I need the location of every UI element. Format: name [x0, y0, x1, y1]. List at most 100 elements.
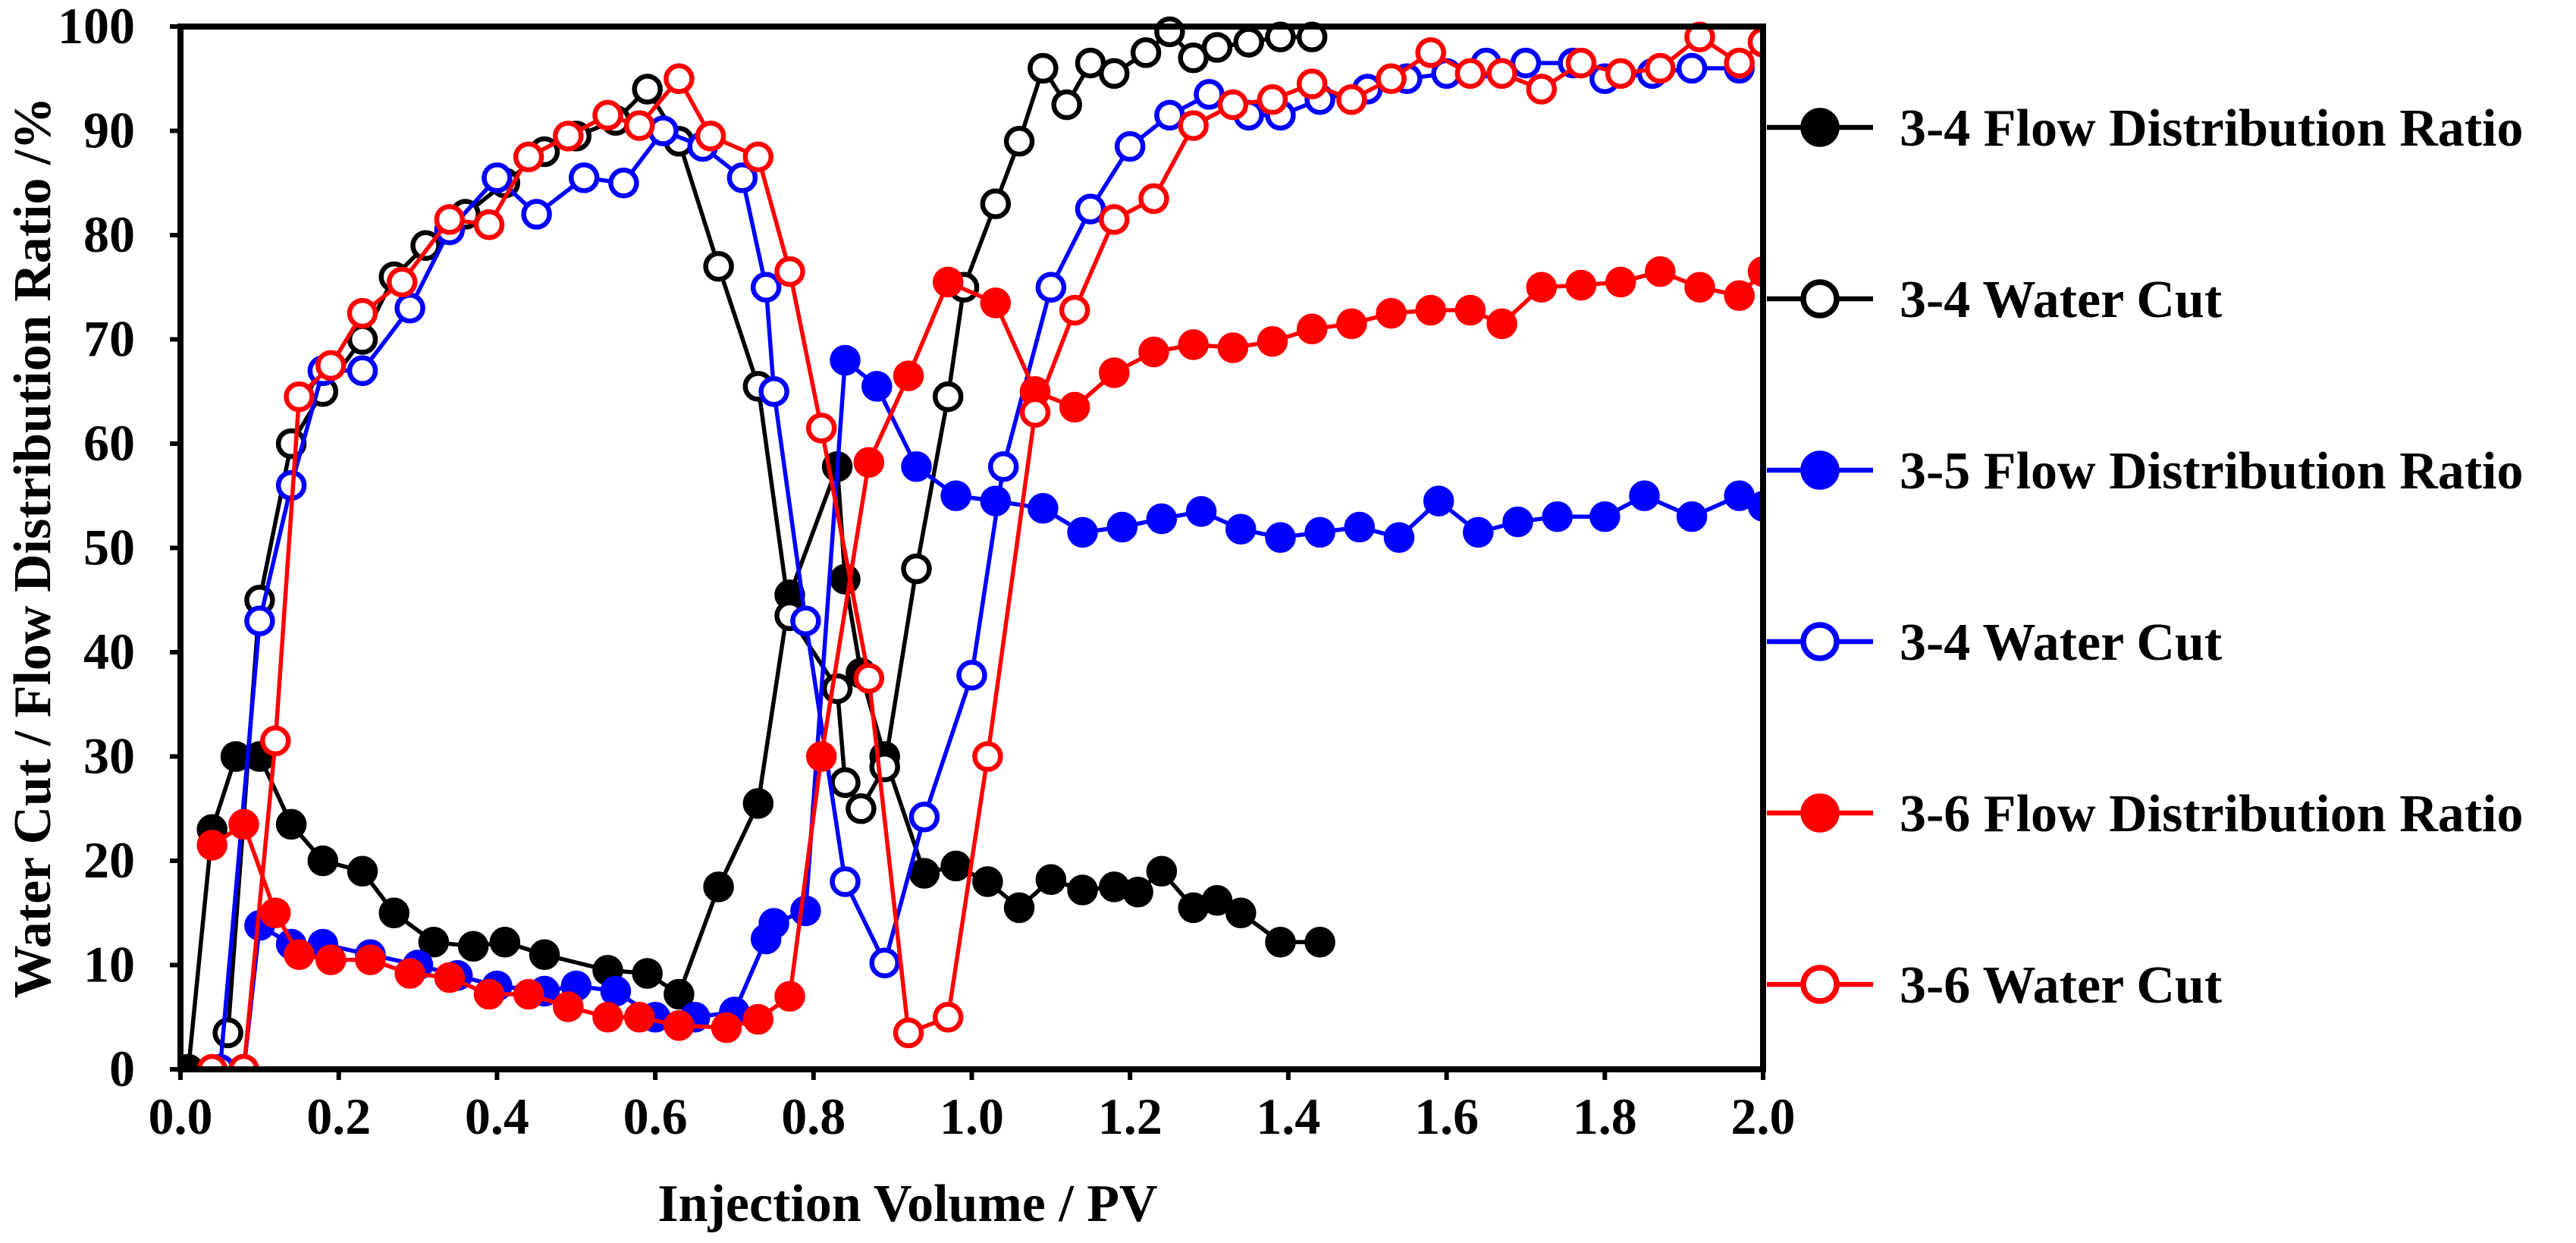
data-point	[1059, 391, 1090, 423]
data-point	[529, 939, 560, 971]
data-point	[1684, 272, 1715, 303]
y-axis-title: Water Cut / Flow Distribution Ratio /%	[4, 97, 62, 999]
data-point	[703, 251, 734, 282]
data-point	[632, 74, 663, 105]
data-point	[1099, 204, 1130, 235]
data-point	[774, 981, 805, 1012]
data-point	[1217, 332, 1249, 363]
data-point	[1605, 58, 1636, 89]
data-point	[1059, 294, 1090, 326]
data-point	[1035, 272, 1067, 303]
data-point	[830, 563, 861, 595]
data-point	[284, 381, 315, 413]
data-point	[758, 908, 789, 939]
data-point	[513, 978, 544, 1010]
data-point	[1724, 47, 1755, 79]
data-point	[1376, 297, 1407, 329]
data-point	[1099, 58, 1130, 89]
legend-marker	[1800, 450, 1840, 490]
data-point	[1526, 272, 1558, 303]
data-point	[1383, 522, 1415, 554]
data-point	[1138, 183, 1169, 215]
data-point	[1415, 37, 1446, 68]
data-point	[553, 121, 584, 152]
x-tick-label: 2.0	[1731, 1088, 1796, 1145]
data-point	[482, 162, 513, 193]
data-point	[1146, 855, 1178, 887]
data-point	[1676, 501, 1708, 532]
data-point	[1645, 52, 1676, 84]
plot-area	[179, 16, 1765, 1071]
data-point	[908, 858, 940, 889]
data-point	[711, 1012, 742, 1044]
legend-label: 3-6 Flow Distribution Ratio	[1900, 785, 2524, 843]
data-point	[1542, 501, 1573, 532]
data-point	[1146, 503, 1178, 535]
data-point	[1067, 516, 1098, 548]
data-point	[1486, 58, 1517, 89]
y-tick-label: 40	[83, 623, 135, 680]
data-point	[1605, 266, 1636, 298]
data-point	[1724, 280, 1755, 312]
data-point	[1296, 313, 1328, 345]
data-point	[742, 141, 774, 173]
data-point	[608, 168, 639, 199]
data-point	[774, 256, 805, 287]
data-point	[987, 451, 1019, 482]
data-point	[1051, 89, 1082, 121]
data-point	[805, 413, 837, 444]
y-tick-label: 60	[83, 414, 135, 472]
data-point	[347, 297, 378, 329]
data-point	[457, 931, 489, 962]
data-point	[1423, 485, 1454, 516]
data-point	[908, 802, 940, 833]
data-point	[418, 927, 450, 958]
data-point	[378, 897, 409, 929]
x-tick-label: 0.8	[781, 1088, 846, 1145]
x-tick-label: 0.0	[149, 1088, 213, 1145]
data-point	[726, 162, 758, 193]
data-point	[821, 673, 853, 705]
data-point	[244, 605, 275, 637]
data-point	[259, 897, 291, 929]
data-point	[275, 808, 307, 840]
data-point	[1178, 110, 1209, 141]
data-point	[1304, 927, 1335, 958]
data-point	[284, 939, 315, 971]
data-point	[1565, 269, 1597, 301]
data-point	[1265, 522, 1296, 554]
x-axis-title: Injection Volume / PV	[657, 1175, 1157, 1233]
data-point	[212, 1017, 243, 1049]
legend-marker	[1800, 622, 1840, 661]
data-point	[1454, 58, 1486, 89]
data-point	[1257, 326, 1288, 357]
data-point	[1676, 52, 1708, 84]
legend-label: 3-6 Water Cut	[1900, 956, 2222, 1015]
data-point	[1099, 357, 1130, 388]
legend-label: 3-5 Flow Distribution Ratio	[1900, 442, 2524, 501]
y-tick-label: 20	[83, 831, 135, 889]
data-point	[790, 895, 821, 927]
data-point	[664, 978, 695, 1010]
legend-marker	[1800, 108, 1840, 147]
data-point	[1028, 52, 1059, 84]
data-point	[513, 141, 544, 173]
data-point	[1178, 329, 1209, 360]
data-point	[1233, 27, 1264, 58]
data-point	[315, 944, 347, 975]
data-point	[980, 188, 1012, 220]
legend-marker	[1800, 279, 1840, 319]
data-point	[901, 553, 932, 585]
data-point	[901, 451, 932, 482]
data-point	[956, 660, 987, 691]
data-point	[1344, 511, 1376, 543]
data-point	[632, 958, 663, 989]
data-point	[1217, 89, 1249, 121]
x-tick-label: 1.6	[1414, 1088, 1479, 1145]
data-point	[1629, 480, 1660, 511]
y-tick-label: 30	[83, 727, 135, 785]
data-point	[259, 725, 291, 757]
data-point	[1185, 496, 1217, 527]
y-tick-label: 80	[83, 206, 135, 263]
